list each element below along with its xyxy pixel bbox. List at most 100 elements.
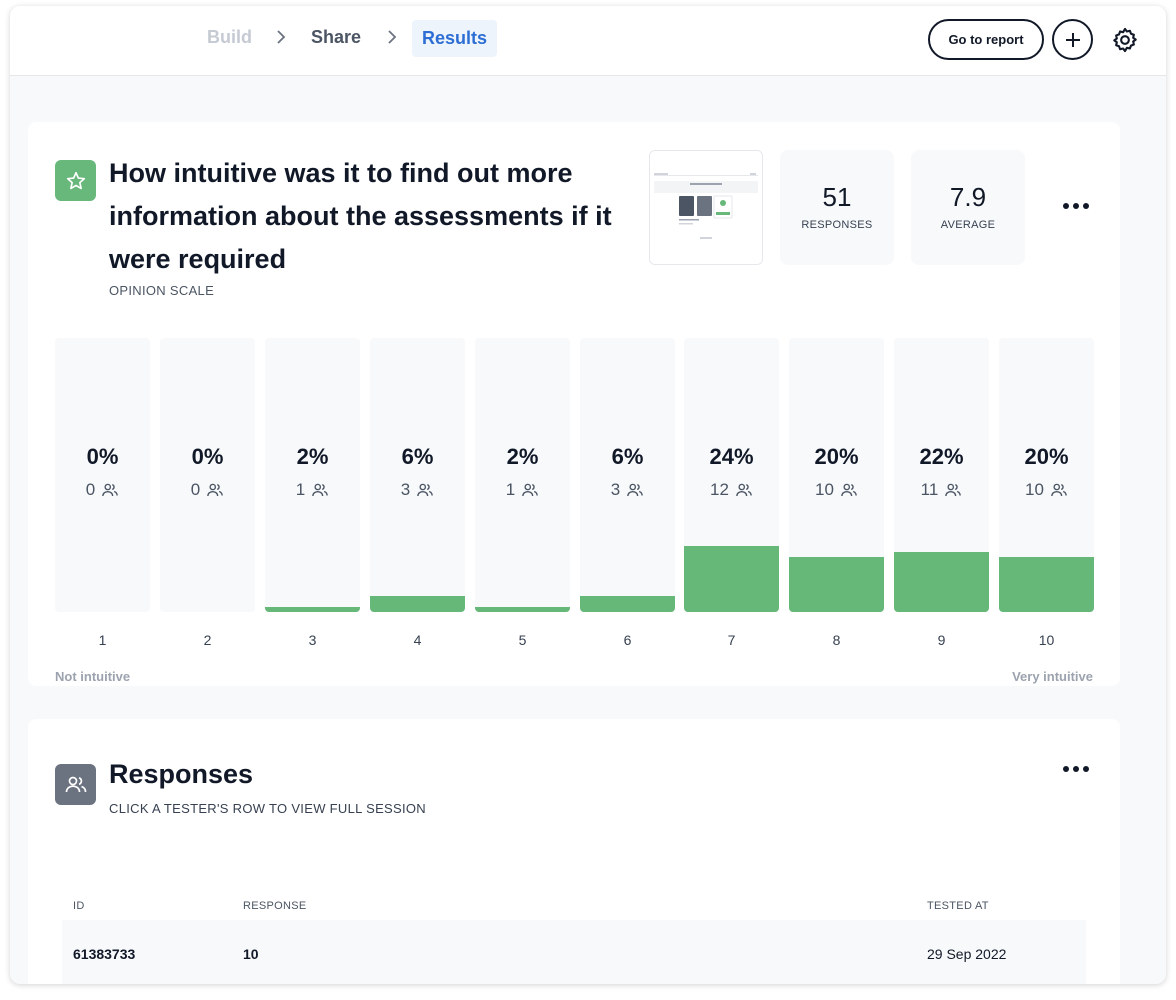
screen-preview-image (650, 151, 762, 264)
responses-subtitle: CLICK A TESTER'S ROW TO VIEW FULL SESSIO… (109, 801, 426, 816)
scale-bar-6[interactable]: 6% 3 (580, 338, 675, 612)
bar-count-value: 0 (190, 480, 201, 499)
scale-min-label: Not intuitive (55, 669, 131, 684)
x-tick-label: 6 (623, 632, 632, 648)
scale-bar-4[interactable]: 6% 3 (370, 338, 465, 612)
scale-bar-8[interactable]: 20% 10 (789, 338, 884, 612)
top-bar: Build Share Results Go to report (10, 6, 1166, 76)
bar-count-label: 1 (265, 480, 360, 500)
bar-percent-label: 6% (401, 444, 434, 469)
average-label: AVERAGE (940, 219, 996, 231)
go-to-report-button[interactable]: Go to report (928, 19, 1044, 60)
bar-count-label: 10 (999, 480, 1094, 500)
x-tick-label: 2 (203, 632, 212, 648)
users-icon (627, 483, 644, 497)
breadcrumb-build[interactable]: Build (207, 27, 252, 47)
bar-count-value: 11 (920, 480, 939, 499)
bar-count-value: 0 (85, 480, 96, 499)
bar-percent-label: 22% (919, 444, 964, 469)
row-id: 61383733 (73, 946, 136, 962)
users-icon (312, 483, 329, 497)
responses-card: Responses CLICK A TESTER'S ROW TO VIEW F… (28, 719, 1120, 984)
add-button[interactable] (1052, 19, 1093, 60)
average-value: 7.9 (949, 182, 987, 212)
question-type-label: OPINION SCALE (109, 283, 215, 298)
responses-title: Responses (109, 759, 254, 789)
scale-bar-7[interactable]: 24% 12 (684, 338, 779, 612)
bar-count-label: 0 (160, 480, 255, 500)
scale-bar-2[interactable]: 0% 0 (160, 338, 255, 612)
bar-percent-label: 2% (506, 444, 539, 469)
bar-percent-label: 24% (709, 444, 754, 469)
screen-thumbnail[interactable] (649, 150, 763, 265)
bar-fill (475, 606, 570, 612)
bar-count-label: 12 (684, 480, 779, 500)
bar-percent-label: 0% (86, 444, 119, 469)
x-tick-label: 5 (518, 632, 527, 648)
row-tested-at: 29 Sep 2022 (927, 946, 1007, 962)
bar-count-value: 1 (295, 480, 306, 499)
scale-bar-5[interactable]: 2% 1 (475, 338, 570, 612)
app-window: Build Share Results Go to report How int… (10, 6, 1166, 984)
responses-count: 51 (822, 182, 852, 212)
users-icon (65, 776, 86, 792)
users-icon (102, 483, 119, 497)
question-card: How intuitive was it to find out more in… (28, 122, 1120, 686)
bar-fill (580, 595, 675, 612)
users-icon (736, 483, 752, 497)
column-header-id[interactable]: ID (73, 900, 85, 912)
chevron-right-icon (388, 30, 397, 44)
column-header-tested-at[interactable]: TESTED AT (927, 900, 989, 912)
bar-count-value: 3 (610, 480, 621, 499)
bar-fill (789, 557, 884, 612)
scale-max-label: Very intuitive (1012, 669, 1093, 684)
bar-count-value: 1 (505, 480, 516, 499)
bar-count-value: 12 (710, 480, 729, 499)
bar-fill (370, 595, 465, 612)
users-icon (417, 483, 434, 497)
x-tick-label: 3 (308, 632, 317, 648)
bar-count-value: 10 (815, 480, 834, 499)
scale-bar-9[interactable]: 22% 11 (894, 338, 989, 612)
bar-fill (265, 606, 360, 612)
users-icon (522, 483, 539, 497)
scale-bar-3[interactable]: 2% 1 (265, 338, 360, 612)
bar-count-label: 1 (475, 480, 570, 500)
row-response: 10 (243, 946, 259, 962)
responses-more-options-icon[interactable] (1063, 766, 1093, 776)
responses-stat: 51 RESPONSES (780, 150, 894, 265)
star-icon (66, 171, 85, 189)
bar-percent-label: 6% (611, 444, 644, 469)
bar-count-label: 11 (894, 480, 989, 500)
bar-fill (684, 546, 779, 612)
bar-count-label: 10 (789, 480, 884, 500)
bar-percent-label: 20% (814, 444, 859, 469)
opinion-scale-chart: 0% 0 0% 0 2% 1 6% 3 2% 1 6% 3 24% 12 20% 10 22% 11 20% 10 (55, 338, 1095, 613)
chevron-right-icon (277, 30, 286, 44)
x-tick-label: 10 (1038, 632, 1055, 648)
bar-percent-label: 2% (296, 444, 329, 469)
bar-count-label: 0 (55, 480, 150, 500)
column-header-response[interactable]: RESPONSE (243, 900, 307, 912)
bar-count-value: 3 (400, 480, 411, 499)
table-row[interactable]: 61383733 10 29 Sep 2022 (62, 920, 1086, 984)
x-tick-label: 4 (413, 632, 422, 648)
breadcrumb-share[interactable]: Share (311, 27, 362, 47)
question-type-badge (55, 160, 96, 201)
bar-count-value: 10 (1025, 480, 1044, 499)
x-tick-label: 7 (727, 632, 736, 648)
responses-label: RESPONSES (801, 219, 873, 231)
scale-bar-1[interactable]: 0% 0 (55, 338, 150, 612)
x-tick-label: 8 (832, 632, 841, 648)
bar-fill (999, 557, 1094, 612)
responses-badge (55, 764, 96, 805)
more-options-icon[interactable] (1063, 203, 1093, 213)
average-stat: 7.9 AVERAGE (911, 150, 1025, 265)
scale-bar-10[interactable]: 20% 10 (999, 338, 1094, 612)
bar-percent-label: 20% (1024, 444, 1069, 469)
gear-icon[interactable] (1111, 26, 1139, 54)
plus-icon (1065, 32, 1080, 47)
users-icon (945, 483, 962, 497)
bar-count-label: 3 (580, 480, 675, 500)
breadcrumb-results[interactable]: Results (412, 20, 498, 57)
